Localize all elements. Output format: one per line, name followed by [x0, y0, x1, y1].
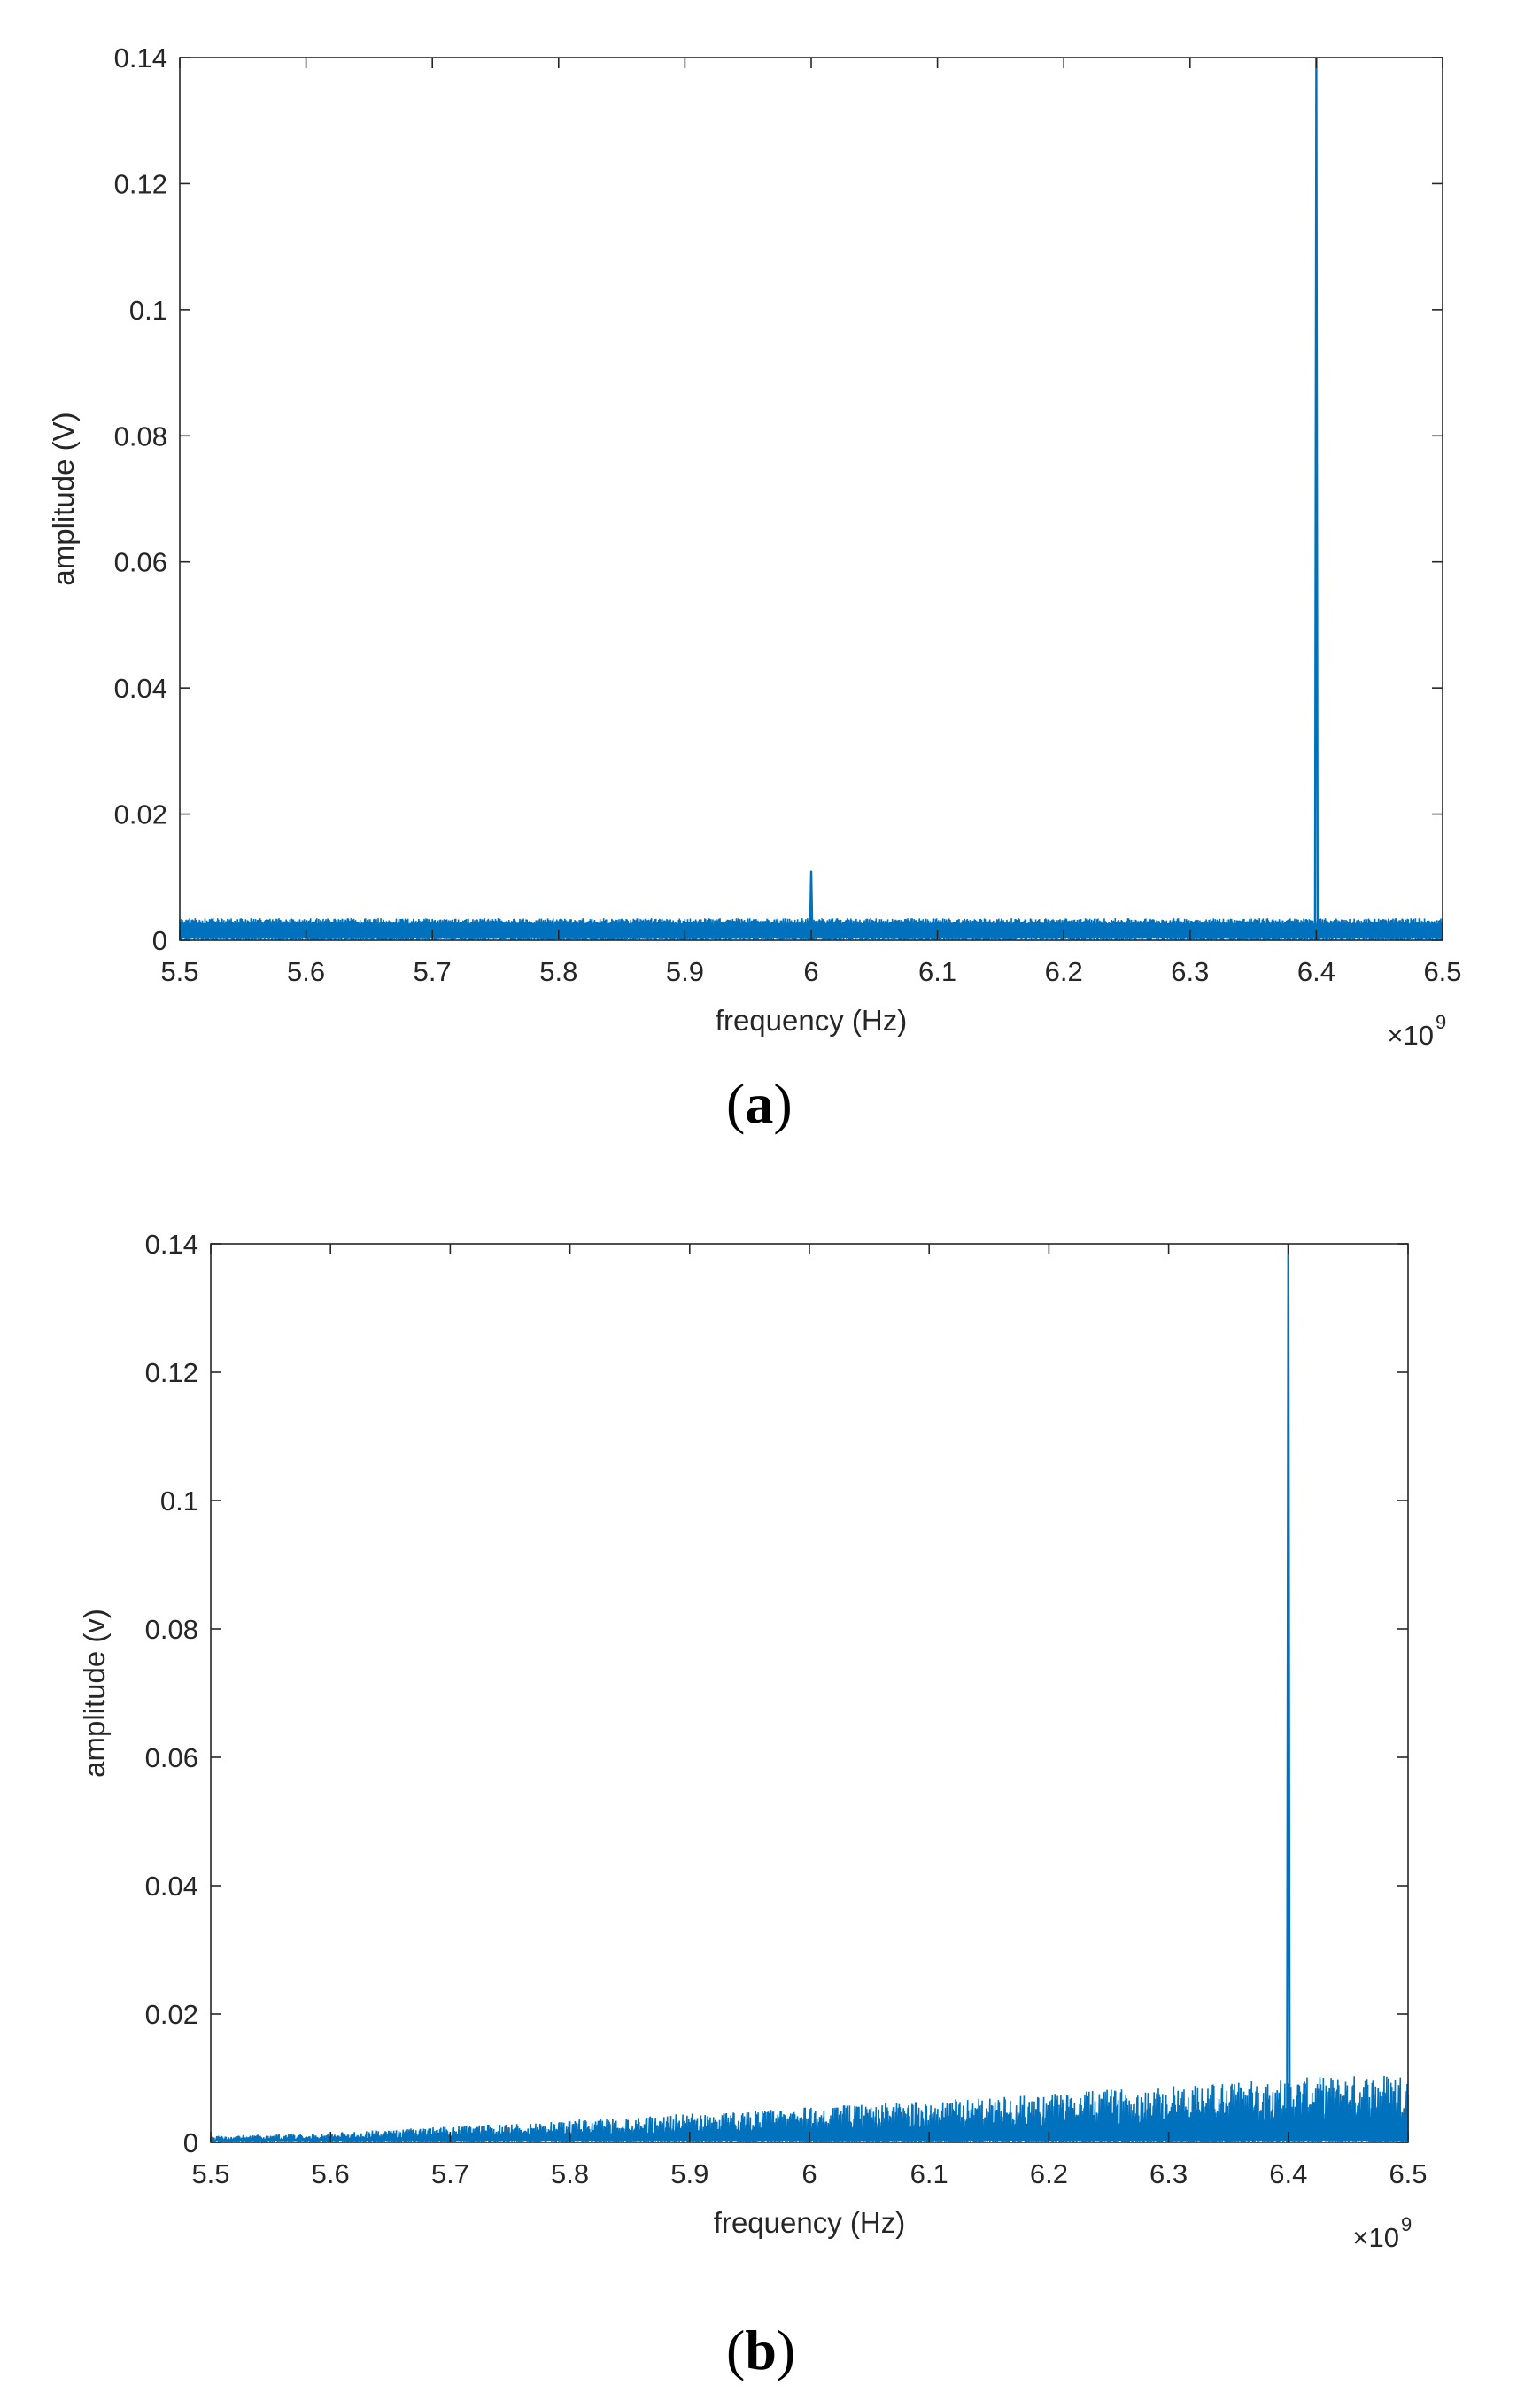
x-tick-label-1: 5.6	[312, 2158, 350, 2189]
x-tick-label-2: 5.7	[431, 2158, 469, 2189]
y-tick-label-5: 0.1	[160, 1486, 198, 1517]
y-tick-label-1: 0.02	[145, 1999, 198, 2030]
x-exponent-label: ×10	[1352, 2222, 1399, 2253]
x-tick-label-3: 5.8	[539, 956, 577, 987]
chart-b: 5.5 5.6 5.7 5.8 5.9 6 6.1 6.2 6.3 6.4 6.5 0 0.02 0.04…	[78, 1229, 1428, 2253]
signal-trace-noise	[210, 2075, 1409, 2144]
y-tick-label-2: 0.04	[145, 1871, 198, 1902]
x-tick-label-4: 5.9	[666, 956, 704, 987]
y-tick-label-4: 0.08	[114, 421, 167, 452]
panel-letter-a: a	[745, 1072, 774, 1135]
x-axis-label: frequency (Hz)	[714, 2206, 905, 2239]
x-tick-label-7: 6.2	[1045, 956, 1083, 987]
y-axis-label: amplitude (v)	[78, 1609, 111, 1778]
signal-peak-0	[468, 932, 475, 941]
signal-peak-0	[1286, 1243, 1291, 2143]
chart-a: 5.5 5.6 5.7 5.8 5.9 6 6.1 6.2 6.3 6.4 6.5 0 0.02 0.04…	[47, 42, 1462, 1051]
x-tick-label-4: 5.9	[670, 2158, 708, 2189]
x-tick-label-6: 6.1	[918, 956, 956, 987]
y-tick-label-0: 0	[152, 925, 167, 956]
panel-label-b: (b)	[726, 2319, 796, 2381]
x-tick-label-5: 6	[803, 956, 818, 987]
axes-box	[210, 1243, 1409, 2143]
x-tick-label-8: 6.3	[1149, 2158, 1188, 2189]
x-tick-label-2: 5.7	[414, 956, 452, 987]
signal-peak-1	[809, 870, 814, 941]
axes-box	[179, 57, 1443, 941]
x-tick-label-1: 5.6	[287, 956, 325, 987]
panel-label-a: (a)	[726, 1072, 793, 1135]
x-tick-label-6: 6.1	[910, 2158, 948, 2189]
y-tick-label-2: 0.04	[114, 673, 167, 704]
x-tick-label-10: 6.5	[1389, 2158, 1427, 2189]
x-tick-label-3: 5.8	[551, 2158, 589, 2189]
panel-letter-b: b	[745, 2319, 777, 2381]
x-tick-label-0: 5.5	[191, 2158, 229, 2189]
x-exponent-label: ×10	[1387, 1020, 1434, 1051]
x-tick-label-0: 5.5	[160, 956, 198, 987]
x-exponent-power: 9	[1436, 1011, 1446, 1033]
y-tick-label-7: 0.14	[145, 1229, 198, 1260]
x-tick-label-7: 6.2	[1030, 2158, 1068, 2189]
y-tick-label-6: 0.12	[114, 168, 167, 199]
signal-peak-2	[1313, 57, 1320, 941]
x-tick-label-5: 6	[801, 2158, 817, 2189]
x-tick-label-8: 6.3	[1171, 956, 1209, 987]
y-tick-label-5: 0.1	[129, 295, 167, 326]
y-tick-label-4: 0.08	[145, 1614, 198, 1645]
y-tick-label-3: 0.06	[114, 547, 167, 578]
y-axis-label: amplitude (V)	[47, 412, 80, 585]
y-tick-label-0: 0	[183, 2127, 198, 2158]
y-tick-label-7: 0.14	[114, 42, 167, 73]
x-tick-label-10: 6.5	[1423, 956, 1461, 987]
x-axis-label: frequency (Hz)	[716, 1004, 907, 1037]
x-tick-label-9: 6.4	[1269, 2158, 1307, 2189]
y-tick-label-6: 0.12	[145, 1357, 198, 1388]
x-tick-label-9: 6.4	[1297, 956, 1335, 987]
x-exponent-power: 9	[1401, 2213, 1412, 2235]
y-tick-label-1: 0.02	[114, 799, 167, 830]
y-tick-label-3: 0.06	[145, 1742, 198, 1773]
